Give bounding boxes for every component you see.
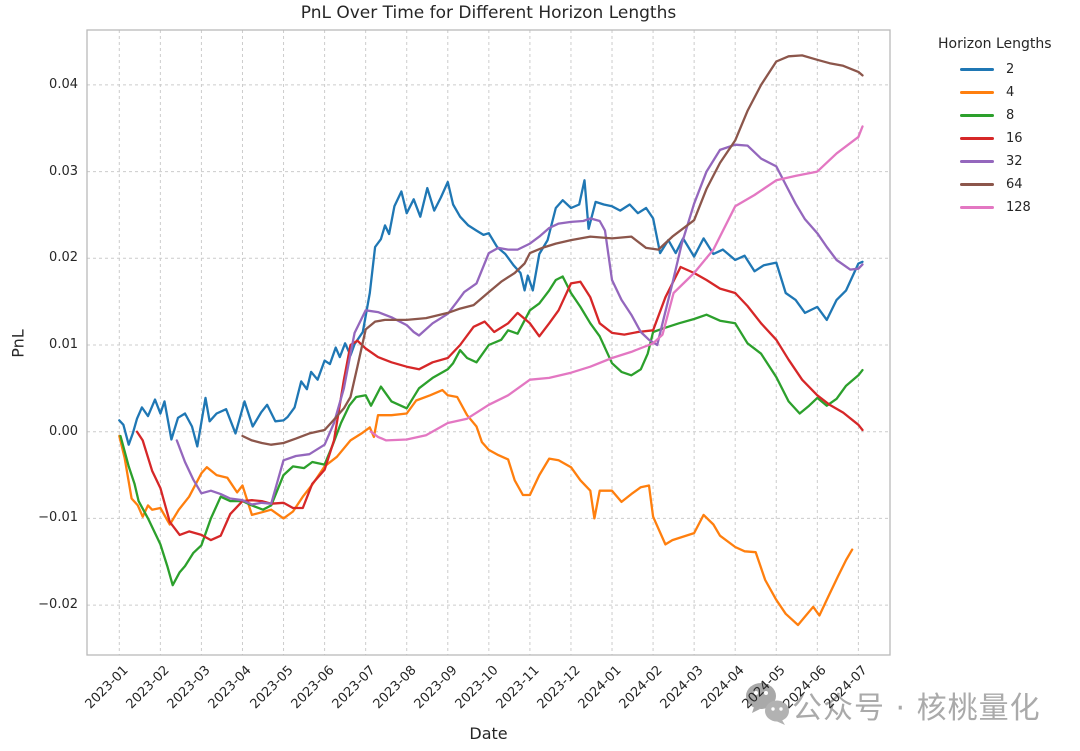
legend-swatch — [960, 67, 994, 72]
legend-swatch — [960, 136, 994, 141]
legend-swatch — [960, 182, 994, 187]
legend-swatch — [960, 90, 994, 95]
watermark: 公众号 · 核桃量化 — [742, 680, 1041, 730]
legend-entry-4: 4 — [930, 81, 1080, 104]
legend-swatch — [960, 159, 994, 164]
y-tick-label: 0.00 — [49, 423, 78, 439]
wechat-icon — [742, 680, 792, 730]
legend-label: 4 — [1006, 85, 1015, 100]
y-tick-label: 0.03 — [49, 163, 78, 179]
watermark-text: 公众号 · 核桃量化 — [792, 691, 1041, 726]
legend-label: 32 — [1006, 154, 1023, 169]
legend-entry-16: 16 — [930, 127, 1080, 150]
legend-swatch — [960, 113, 994, 118]
legend-entry-128: 128 — [930, 196, 1080, 219]
legend-label: 8 — [1006, 108, 1015, 123]
legend-swatch — [960, 205, 994, 210]
legend-entry-64: 64 — [930, 173, 1080, 196]
series-line-32 — [175, 143, 864, 506]
y-tick-label: −0.02 — [38, 597, 78, 613]
legend-label: 16 — [1006, 131, 1023, 146]
legend-entry-32: 32 — [930, 150, 1080, 173]
legend-label: 64 — [1006, 177, 1023, 192]
series-line-16 — [135, 265, 864, 542]
series-line-2 — [118, 179, 864, 448]
series-line-4 — [118, 388, 854, 627]
x-axis-label: Date — [469, 724, 508, 743]
legend-label: 2 — [1006, 62, 1015, 77]
legend-entry-8: 8 — [930, 104, 1080, 127]
legend-entry-2: 2 — [930, 58, 1080, 81]
chart-title: PnL Over Time for Different Horizon Leng… — [300, 3, 677, 23]
y-tick-label: 0.01 — [49, 337, 78, 352]
y-tick-label: 0.02 — [49, 250, 78, 266]
series-line-8 — [119, 275, 864, 587]
legend-entries: 2 4 8 16 32 64 128 — [930, 58, 1080, 219]
legend-label: 128 — [1006, 200, 1031, 215]
legend-title: Horizon Lengths — [938, 36, 1052, 52]
series-line-64 — [241, 54, 864, 446]
plot-frame — [86, 29, 891, 656]
legend: Horizon Lengths 2 4 8 16 32 64 128 — [930, 36, 1080, 219]
y-tick-label: 0.04 — [49, 76, 78, 92]
series-line-128 — [369, 125, 864, 442]
y-tick-label: −0.01 — [38, 510, 78, 526]
